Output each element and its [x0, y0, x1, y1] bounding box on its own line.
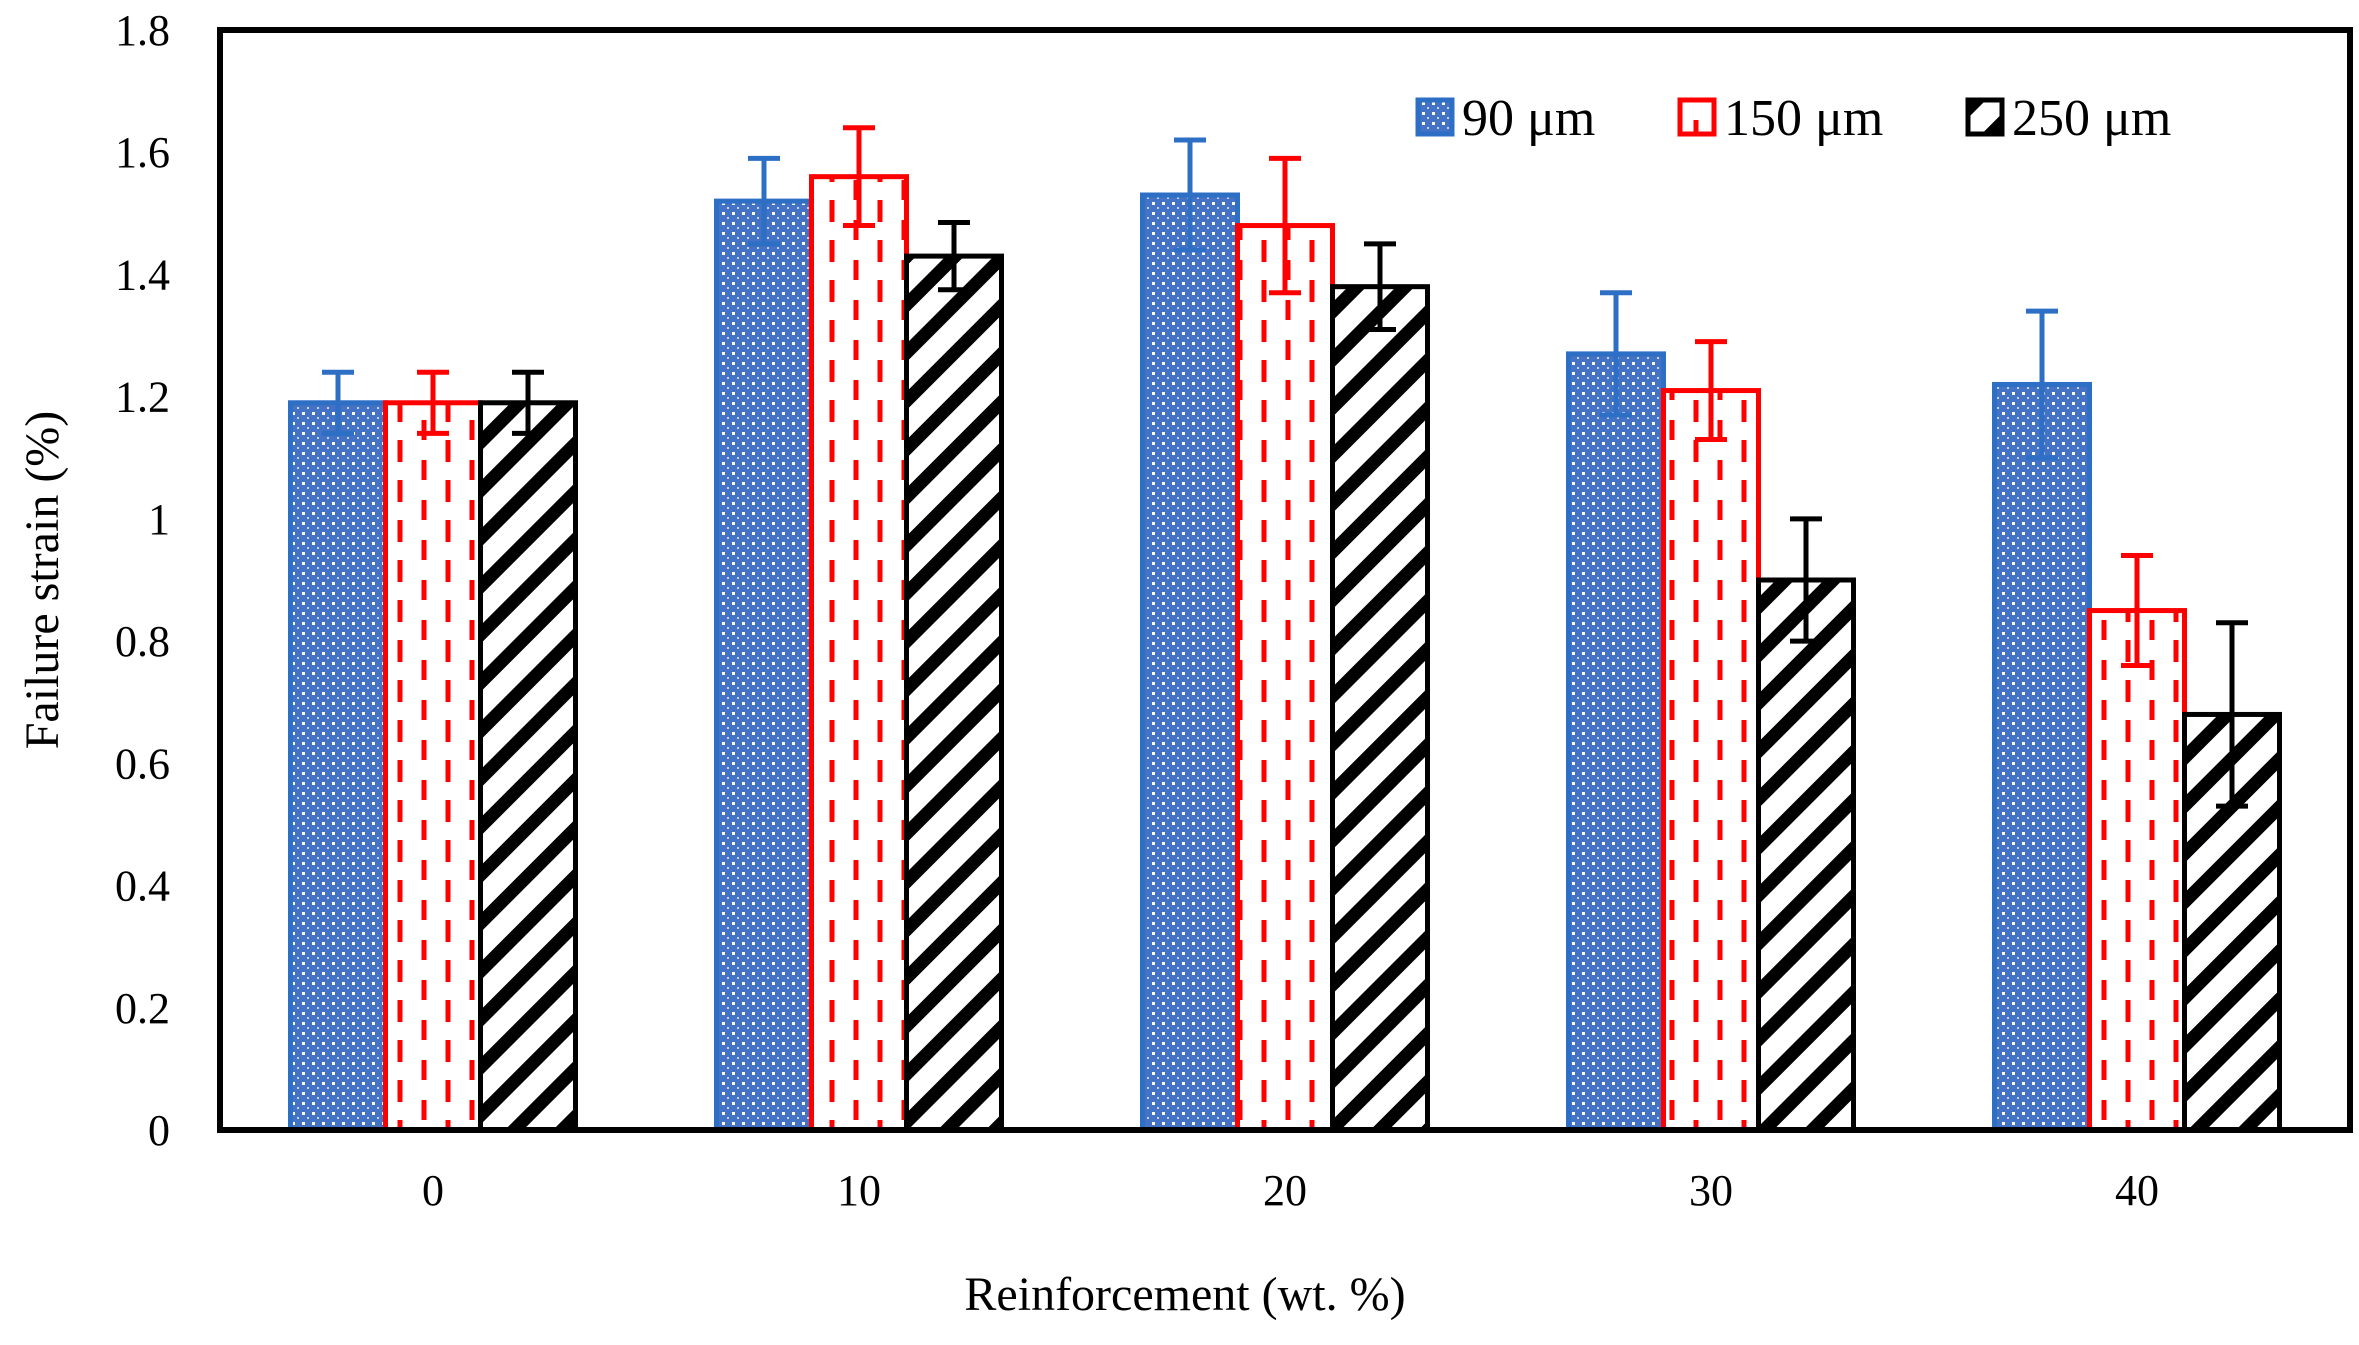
y-tick-label: 0.4: [115, 862, 170, 911]
legend-swatch-90μm[interactable]: [1415, 97, 1455, 137]
y-tick-label: 0.8: [115, 617, 170, 666]
bar-150μm-cat-40[interactable]: [2087, 608, 2187, 1133]
bar-90μm-cat-0[interactable]: [288, 400, 388, 1133]
bar-250μm-cat-0[interactable]: [478, 400, 578, 1133]
y-tick-label: 1.8: [115, 6, 170, 55]
y-tick-label: 1.6: [115, 128, 170, 177]
y-tick-label: 1.2: [115, 373, 170, 422]
y-tick-label: 0.2: [115, 984, 170, 1033]
bar-90μm-cat-10[interactable]: [714, 198, 814, 1133]
bar-90μm-cat-40[interactable]: [1992, 381, 2092, 1133]
y-tick-label: 0.6: [115, 739, 170, 788]
plot-area-border: [217, 27, 2353, 1133]
x-tick-label: 10: [837, 1166, 881, 1215]
y-tick-label: 1.4: [115, 250, 170, 299]
x-axis-title: Reinforcement (wt. %): [964, 1268, 1405, 1321]
x-tick-label: 20: [1263, 1166, 1307, 1215]
x-tick-label: 40: [2115, 1166, 2159, 1215]
bar-250μm-cat-30[interactable]: [1756, 577, 1856, 1133]
x-tick-label: 30: [1689, 1166, 1733, 1215]
legend-swatch-150μm[interactable]: [1677, 97, 1717, 137]
legend-swatch-250μm[interactable]: [1965, 97, 2005, 137]
bar-90μm-cat-30[interactable]: [1566, 351, 1666, 1133]
bar-150μm-cat-30[interactable]: [1661, 388, 1761, 1133]
bar-150μm-cat-10[interactable]: [809, 174, 909, 1133]
y-axis-title: Failure strain (%): [16, 411, 69, 750]
bar-90μm-cat-20[interactable]: [1140, 192, 1240, 1133]
y-tick-label: 0: [148, 1106, 170, 1155]
bar-250μm-cat-10[interactable]: [904, 253, 1004, 1133]
legend-label[interactable]: 150 μm: [1724, 90, 1883, 147]
legend-label[interactable]: 250 μm: [2012, 90, 2171, 147]
bar-250μm-cat-20[interactable]: [1330, 284, 1430, 1133]
x-tick-label: 0: [422, 1166, 444, 1215]
legend-label[interactable]: 90 μm: [1462, 90, 1595, 147]
bar-150μm-cat-20[interactable]: [1235, 223, 1335, 1133]
bar-150μm-cat-0[interactable]: [383, 400, 483, 1133]
y-tick-label: 1: [148, 495, 170, 544]
